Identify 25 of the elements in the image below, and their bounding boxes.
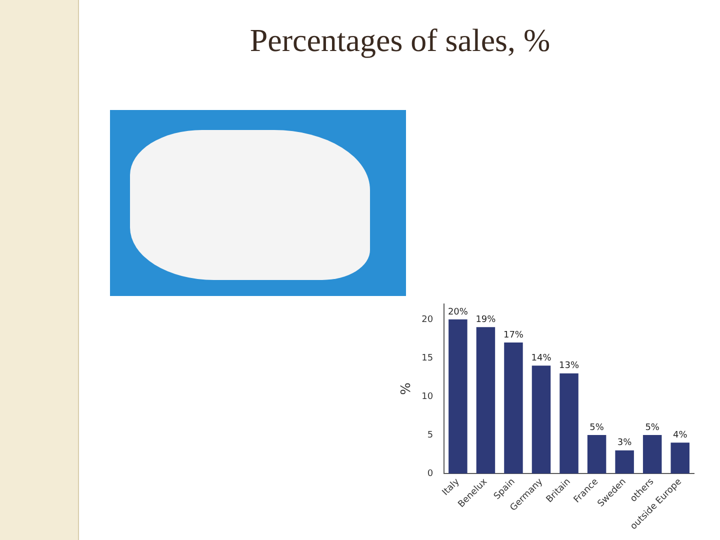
bar [476, 327, 496, 474]
data-label: 17% [503, 330, 524, 340]
data-label: 20% [448, 307, 468, 318]
bar [504, 342, 523, 474]
y-tick-label: 0 [427, 468, 434, 479]
bar [615, 450, 634, 474]
y-tick-label: 20 [422, 314, 434, 325]
y-tick-label: 5 [427, 430, 434, 440]
chart-title: Percentages of sales, % [248, 22, 552, 59]
data-label: 3% [617, 438, 632, 448]
y-tick-label: 15 [422, 353, 434, 364]
bar [532, 366, 551, 474]
data-label: 5% [590, 422, 604, 433]
data-label: 14% [531, 353, 552, 364]
data-label: 19% [476, 314, 496, 325]
y-tick-label: 10 [422, 392, 434, 402]
bar [670, 442, 690, 474]
bar [642, 434, 662, 474]
y-axis-title: % [399, 382, 414, 395]
bar [587, 434, 606, 474]
data-label: 13% [559, 361, 580, 372]
bar [560, 373, 578, 474]
bar [448, 319, 468, 474]
data-label: 5% [645, 422, 660, 433]
data-label: 4% [672, 430, 688, 441]
